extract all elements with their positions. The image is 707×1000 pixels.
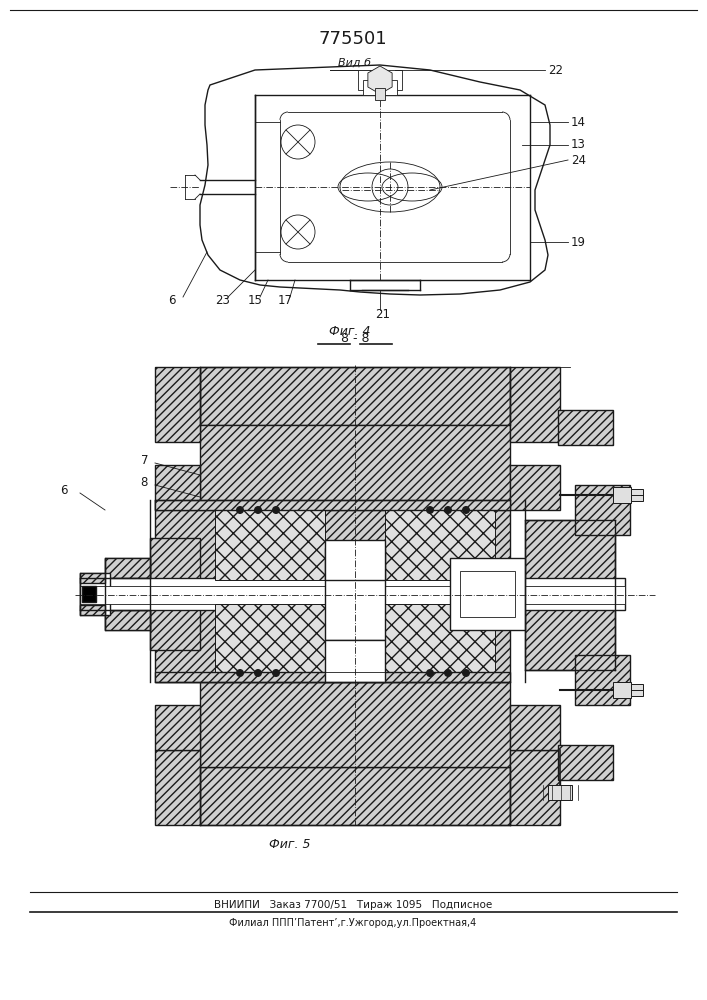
Bar: [363, 80, 397, 95]
Bar: [325, 548, 385, 640]
Bar: [575, 655, 630, 705]
Text: 7: 7: [141, 454, 148, 466]
Bar: [631, 489, 643, 501]
Bar: [155, 367, 200, 442]
Bar: [548, 785, 572, 800]
Bar: [460, 571, 515, 617]
Bar: [155, 500, 510, 682]
Text: Фиг. 5: Фиг. 5: [269, 838, 311, 851]
Text: 8: 8: [141, 476, 148, 488]
Text: 6: 6: [61, 484, 68, 496]
Text: Фиг. 4: Фиг. 4: [329, 325, 370, 338]
Circle shape: [444, 669, 452, 677]
Bar: [155, 705, 200, 750]
Bar: [80, 573, 110, 615]
Text: Филиал ППП’Патент’,г.Ужгород,ул.Проектная,4: Филиал ППП’Патент’,г.Ужгород,ул.Проектна…: [229, 918, 477, 928]
Circle shape: [236, 506, 244, 514]
Bar: [613, 487, 631, 503]
Bar: [215, 502, 325, 580]
Bar: [200, 767, 510, 825]
Circle shape: [462, 669, 470, 677]
Bar: [510, 750, 560, 825]
Bar: [385, 502, 495, 580]
Bar: [510, 705, 560, 750]
Text: 24: 24: [571, 153, 586, 166]
Text: Вид б: Вид б: [339, 58, 371, 68]
Text: 8 - 8: 8 - 8: [341, 332, 369, 345]
Text: 6: 6: [168, 294, 175, 306]
Text: 13: 13: [571, 138, 586, 151]
Bar: [613, 682, 631, 698]
Bar: [80, 605, 105, 615]
Bar: [105, 558, 150, 630]
Circle shape: [426, 669, 434, 677]
Polygon shape: [368, 66, 392, 94]
Bar: [200, 425, 510, 510]
Bar: [385, 604, 495, 682]
Text: 15: 15: [248, 294, 263, 306]
Bar: [80, 578, 625, 610]
Bar: [155, 500, 510, 510]
Bar: [215, 604, 325, 682]
Bar: [105, 558, 150, 578]
Text: 23: 23: [215, 294, 230, 306]
Bar: [200, 682, 510, 767]
Text: 21: 21: [375, 308, 390, 320]
Bar: [525, 520, 615, 670]
Bar: [558, 410, 613, 445]
Bar: [150, 538, 200, 650]
Bar: [375, 88, 385, 100]
Bar: [82, 586, 96, 602]
Bar: [510, 465, 560, 510]
Bar: [105, 610, 150, 630]
Bar: [155, 672, 510, 682]
Circle shape: [236, 669, 244, 677]
Bar: [200, 367, 510, 425]
Bar: [80, 586, 625, 604]
Circle shape: [254, 506, 262, 514]
Circle shape: [272, 506, 280, 514]
Bar: [155, 750, 200, 825]
Bar: [510, 367, 560, 442]
Text: 19: 19: [571, 235, 586, 248]
Text: 14: 14: [571, 115, 586, 128]
Circle shape: [272, 669, 280, 677]
Bar: [155, 465, 200, 510]
Bar: [80, 573, 105, 583]
Text: 775501: 775501: [319, 30, 387, 48]
Bar: [325, 640, 385, 682]
Circle shape: [426, 506, 434, 514]
Text: 17: 17: [278, 294, 293, 306]
Circle shape: [462, 506, 470, 514]
Circle shape: [444, 506, 452, 514]
Bar: [558, 745, 613, 780]
Bar: [450, 558, 525, 630]
Bar: [631, 684, 643, 696]
Circle shape: [254, 669, 262, 677]
Text: ВНИИПИ   Заказ 7700/51   Тираж 1095   Подписное: ВНИИПИ Заказ 7700/51 Тираж 1095 Подписно…: [214, 900, 492, 910]
Bar: [575, 485, 630, 535]
Text: 22: 22: [548, 64, 563, 77]
Bar: [358, 70, 402, 90]
Bar: [325, 540, 385, 580]
